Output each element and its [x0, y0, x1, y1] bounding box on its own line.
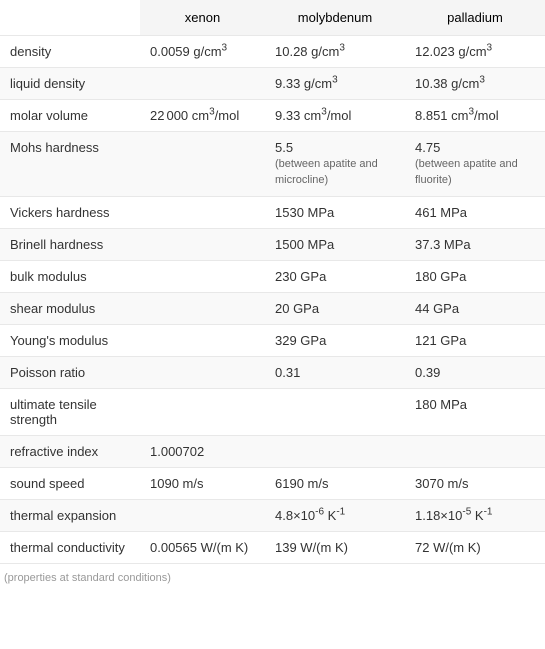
- table-row: refractive index1.000702: [0, 435, 545, 467]
- cell-molybdenum: 5.5(between apatite and microcline): [265, 132, 405, 197]
- table-row: thermal expansion 4.8×10-6 K-11.18×10-5 K…: [0, 499, 545, 531]
- cell-molybdenum: 1530 MPa: [265, 196, 405, 228]
- cell-xenon: [140, 356, 265, 388]
- cell-molybdenum: 0.31: [265, 356, 405, 388]
- table-row: liquid density 9.33 g/cm310.38 g/cm3: [0, 68, 545, 100]
- cell-molybdenum: 6190 m/s: [265, 467, 405, 499]
- cell-molybdenum: 20 GPa: [265, 292, 405, 324]
- table-row: Young's modulus 329 GPa121 GPa: [0, 324, 545, 356]
- cell-palladium: 44 GPa: [405, 292, 545, 324]
- cell-molybdenum: 10.28 g/cm3: [265, 36, 405, 68]
- footnote: (properties at standard conditions): [0, 564, 545, 592]
- cell-palladium: 37.3 MPa: [405, 228, 545, 260]
- row-label: Poisson ratio: [0, 356, 140, 388]
- table-row: Poisson ratio 0.310.39: [0, 356, 545, 388]
- table-row: bulk modulus 230 GPa180 GPa: [0, 260, 545, 292]
- cell-xenon: 1.000702: [140, 435, 265, 467]
- cell-palladium: 121 GPa: [405, 324, 545, 356]
- cell-xenon: 0.00565 W/(m K): [140, 531, 265, 563]
- row-label: sound speed: [0, 467, 140, 499]
- cell-palladium: 180 MPa: [405, 388, 545, 435]
- cell-palladium: [405, 435, 545, 467]
- row-label: density: [0, 36, 140, 68]
- cell-molybdenum: 4.8×10-6 K-1: [265, 499, 405, 531]
- cell-palladium: 10.38 g/cm3: [405, 68, 545, 100]
- row-label: Vickers hardness: [0, 196, 140, 228]
- cell-molybdenum: 329 GPa: [265, 324, 405, 356]
- cell-xenon: [140, 132, 265, 197]
- cell-palladium: 12.023 g/cm3: [405, 36, 545, 68]
- cell-xenon: [140, 260, 265, 292]
- cell-molybdenum: 9.33 g/cm3: [265, 68, 405, 100]
- table-row: shear modulus 20 GPa44 GPa: [0, 292, 545, 324]
- cell-palladium: 4.75(between apatite and fluorite): [405, 132, 545, 197]
- cell-molybdenum: 9.33 cm3/mol: [265, 100, 405, 132]
- header-palladium: palladium: [405, 0, 545, 36]
- cell-molybdenum: [265, 435, 405, 467]
- row-label: Mohs hardness: [0, 132, 140, 197]
- cell-xenon: 1090 m/s: [140, 467, 265, 499]
- row-label: shear modulus: [0, 292, 140, 324]
- row-label: Brinell hardness: [0, 228, 140, 260]
- cell-palladium: 1.18×10-5 K-1: [405, 499, 545, 531]
- cell-palladium: 180 GPa: [405, 260, 545, 292]
- table-row: thermal conductivity0.00565 W/(m K)139 W…: [0, 531, 545, 563]
- table-row: sound speed1090 m/s6190 m/s3070 m/s: [0, 467, 545, 499]
- cell-xenon: [140, 68, 265, 100]
- header-row: xenon molybdenum palladium: [0, 0, 545, 36]
- cell-palladium: 8.851 cm3/mol: [405, 100, 545, 132]
- cell-molybdenum: 230 GPa: [265, 260, 405, 292]
- cell-xenon: [140, 499, 265, 531]
- cell-palladium: 72 W/(m K): [405, 531, 545, 563]
- table-row: density0.0059 g/cm310.28 g/cm312.023 g/c…: [0, 36, 545, 68]
- table-body: density0.0059 g/cm310.28 g/cm312.023 g/c…: [0, 36, 545, 564]
- cell-xenon: [140, 228, 265, 260]
- cell-xenon: [140, 388, 265, 435]
- cell-xenon: [140, 196, 265, 228]
- table-row: molar volume22000 cm3/mol9.33 cm3/mol8.8…: [0, 100, 545, 132]
- cell-molybdenum: 139 W/(m K): [265, 531, 405, 563]
- header-molybdenum: molybdenum: [265, 0, 405, 36]
- cell-molybdenum: 1500 MPa: [265, 228, 405, 260]
- cell-palladium: 3070 m/s: [405, 467, 545, 499]
- row-label: liquid density: [0, 68, 140, 100]
- header-empty: [0, 0, 140, 36]
- cell-xenon: 0.0059 g/cm3: [140, 36, 265, 68]
- table-row: Brinell hardness 1500 MPa37.3 MPa: [0, 228, 545, 260]
- header-xenon: xenon: [140, 0, 265, 36]
- properties-table: xenon molybdenum palladium density0.0059…: [0, 0, 545, 564]
- row-label: thermal expansion: [0, 499, 140, 531]
- row-label: ultimate tensile strength: [0, 388, 140, 435]
- table-row: ultimate tensile strength 180 MPa: [0, 388, 545, 435]
- row-label: Young's modulus: [0, 324, 140, 356]
- cell-palladium: 0.39: [405, 356, 545, 388]
- row-label: thermal conductivity: [0, 531, 140, 563]
- cell-xenon: [140, 324, 265, 356]
- table-row: Vickers hardness 1530 MPa461 MPa: [0, 196, 545, 228]
- table-row: Mohs hardness 5.5(between apatite and mic…: [0, 132, 545, 197]
- cell-xenon: [140, 292, 265, 324]
- cell-xenon: 22000 cm3/mol: [140, 100, 265, 132]
- row-label: refractive index: [0, 435, 140, 467]
- row-label: molar volume: [0, 100, 140, 132]
- cell-molybdenum: [265, 388, 405, 435]
- row-label: bulk modulus: [0, 260, 140, 292]
- cell-palladium: 461 MPa: [405, 196, 545, 228]
